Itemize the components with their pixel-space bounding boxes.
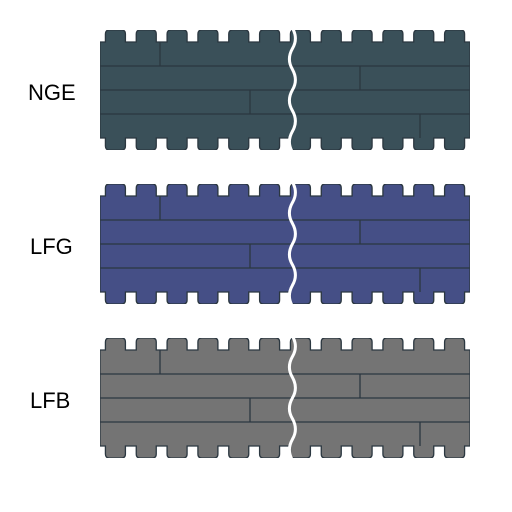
belt-label: LFB: [30, 388, 70, 414]
belt-diagram: NGE LFG LFB: [0, 0, 512, 512]
belt-label: LFG: [30, 234, 73, 260]
belt-svg: [100, 184, 470, 304]
belt-svg: [100, 30, 470, 150]
belt-svg: [100, 338, 470, 458]
belt-graphic: [100, 184, 470, 309]
belt-graphic: [100, 30, 470, 155]
belt-label: NGE: [28, 80, 76, 106]
belt-graphic: [100, 338, 470, 463]
